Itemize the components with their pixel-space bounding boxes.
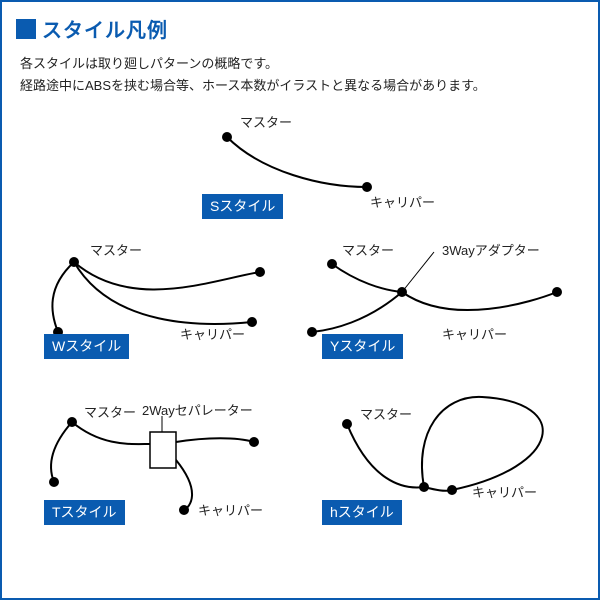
master-label-y: マスター xyxy=(342,240,394,259)
hose-curve xyxy=(74,262,252,324)
endpoint-node xyxy=(447,485,457,495)
diagram-frame: スタイル凡例 各スタイルは取り廻しパターンの概略です。 経路途中にABSを挟む場… xyxy=(0,0,600,600)
description-line-1: 各スタイルは取り廻しパターンの概略です。 xyxy=(20,53,580,75)
style-label-y: Yスタイル xyxy=(322,334,403,359)
endpoint-node xyxy=(49,477,59,487)
master-label-w: マスター xyxy=(90,240,142,259)
style-label-h: hスタイル xyxy=(322,500,402,525)
description: 各スタイルは取り廻しパターンの概略です。 経路途中にABSを挟む場合等、ホース本… xyxy=(2,47,598,97)
endpoint-node xyxy=(419,482,429,492)
hose-curve xyxy=(72,422,150,444)
separator-rect xyxy=(150,432,176,468)
style-label-t: Tスタイル xyxy=(44,500,125,525)
header-title: スタイル凡例 xyxy=(42,14,168,43)
caliper-label-y: キャリパー xyxy=(442,324,507,343)
adapter-label-y: 3Wayアダプター xyxy=(442,240,540,259)
endpoint-node xyxy=(307,327,317,337)
caliper-label-s: キャリパー xyxy=(370,192,435,211)
endpoint-node xyxy=(69,257,79,267)
endpoint-node xyxy=(552,287,562,297)
endpoint-node xyxy=(249,437,259,447)
hose-curve xyxy=(312,292,402,332)
endpoint-node xyxy=(342,419,352,429)
endpoint-node xyxy=(247,317,257,327)
leader-line xyxy=(402,252,434,292)
header: スタイル凡例 xyxy=(2,2,598,47)
master-label-t: マスター xyxy=(84,402,136,421)
style-label-w: Wスタイル xyxy=(44,334,129,359)
diagram-canvas: SスタイルマスターキャリパーWスタイルマスターキャリパーYスタイルマスターキャリ… xyxy=(2,112,600,600)
style-label-s: Sスタイル xyxy=(202,194,283,219)
hose-curve xyxy=(51,422,72,482)
master-label-s: マスター xyxy=(240,112,292,131)
hose-curve xyxy=(227,137,367,187)
caliper-label-h: キャリパー xyxy=(472,482,537,501)
hose-curve xyxy=(347,424,424,487)
hose-curve xyxy=(332,264,402,292)
description-line-2: 経路途中にABSを挟む場合等、ホース本数がイラストと異なる場合があります。 xyxy=(20,75,580,97)
header-square-icon xyxy=(16,19,36,39)
endpoint-node xyxy=(327,259,337,269)
endpoint-node xyxy=(362,182,372,192)
hose-curve xyxy=(52,262,74,332)
hose-curve xyxy=(402,292,557,310)
hose-curve xyxy=(74,262,260,289)
caliper-label-t: キャリパー xyxy=(198,500,263,519)
master-label-h: マスター xyxy=(360,404,412,423)
endpoint-node xyxy=(179,505,189,515)
hose-curve xyxy=(422,397,482,487)
hose-curve xyxy=(452,397,543,490)
endpoint-node xyxy=(67,417,77,427)
separator-label-t: 2Wayセパレーター xyxy=(142,400,253,419)
endpoint-node xyxy=(255,267,265,277)
caliper-label-w: キャリパー xyxy=(180,324,245,343)
endpoint-node xyxy=(222,132,232,142)
hose-curve xyxy=(176,460,192,510)
hose-curve xyxy=(176,438,254,442)
